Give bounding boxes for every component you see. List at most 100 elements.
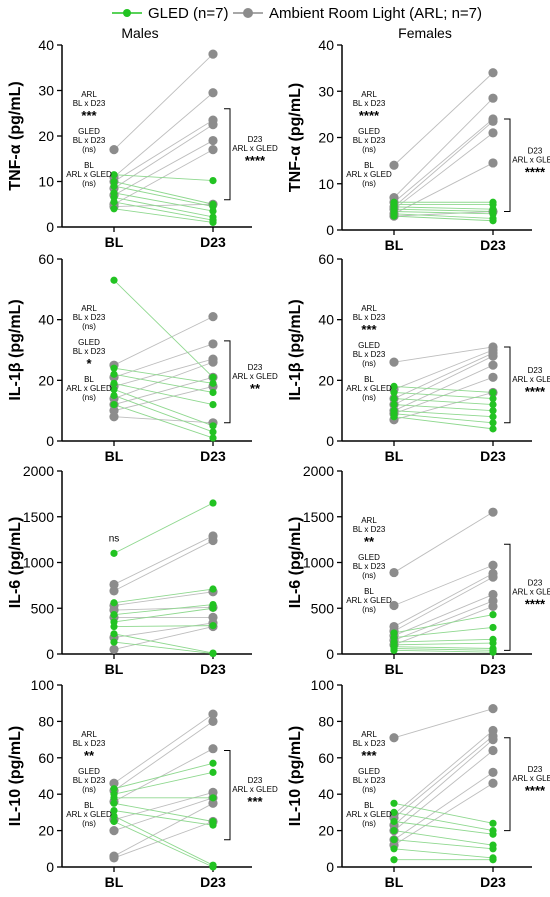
gled-point-bl [390, 836, 398, 844]
stat-annotation-text: BL [364, 801, 374, 810]
arl-connector [113, 53, 214, 150]
gled-point-d23 [489, 394, 497, 403]
gled-connector [113, 174, 214, 182]
arl-connector [113, 721, 214, 791]
arl-point-bl [389, 567, 399, 578]
gled-connector [113, 192, 214, 212]
gled-connector [393, 638, 494, 643]
y-axis-label: IL-1β (pg/mL) [287, 299, 304, 400]
gled-point-bl [110, 364, 118, 372]
bracket-label: D23 [248, 776, 263, 785]
stat-annotation-text: BL x D23 [73, 99, 106, 108]
arl-point-bl [109, 853, 119, 863]
arl-connector [113, 358, 214, 387]
arl-point-bl [109, 412, 119, 422]
gled-connector [393, 211, 494, 215]
gled-point-bl [390, 799, 398, 807]
arl-point-bl [389, 160, 399, 170]
gled-point-bl [390, 856, 398, 864]
y-tick-label: 40 [38, 37, 54, 53]
arl-point-d23 [488, 68, 498, 78]
arl-point-d23 [208, 135, 218, 146]
stat-annotation-text: (ns) [82, 322, 96, 331]
arl-point-bl [389, 357, 399, 367]
bracket-label: D23 [528, 578, 543, 587]
y-tick-label: 1000 [23, 555, 54, 571]
y-tick-label: 1000 [303, 555, 334, 571]
arl-connector [393, 750, 494, 831]
y-tick-label: 20 [318, 823, 334, 839]
gled-point-d23 [209, 388, 217, 397]
stat-annotation-text: ARL x GLED [66, 384, 112, 393]
gled-point-d23 [489, 623, 497, 632]
gled-connector [113, 607, 214, 623]
y-tick-label: 30 [38, 83, 54, 99]
arl-connector [393, 118, 494, 203]
arl-connector [113, 119, 214, 182]
gled-point-bl [110, 391, 118, 400]
arl-point-bl [109, 826, 119, 836]
gled-point-d23 [209, 768, 217, 776]
arl-point-bl [109, 579, 119, 590]
x-tick-label: BL [105, 661, 124, 677]
stat-annotation-text: BL x D23 [73, 776, 106, 785]
arl-point-d23 [208, 49, 218, 59]
gled-connector [393, 821, 494, 835]
arl-connector [113, 376, 214, 406]
gled-point-d23 [209, 585, 217, 593]
arl-point-d23 [488, 601, 498, 612]
arl-connector [393, 132, 494, 210]
arl-connector [393, 600, 494, 641]
bracket-stars: **** [245, 153, 266, 168]
gled-point-bl [390, 388, 398, 397]
arl-connector [113, 140, 214, 196]
gled-point-bl [390, 808, 398, 817]
gled-connector [393, 648, 494, 651]
gled-point-bl [110, 817, 118, 826]
gled-connector [113, 382, 214, 406]
bracket-stars: *** [247, 794, 263, 809]
arl-connector [393, 211, 494, 217]
stat-annotation-text: ARL [361, 304, 377, 313]
stat-annotation-text: BL x D23 [353, 525, 386, 534]
y-tick-label: 10 [38, 174, 54, 190]
stat-annotation-text: ARL x GLED [346, 170, 392, 179]
stat-annotation-stars: ** [364, 534, 375, 549]
x-tick-label: BL [105, 234, 124, 250]
x-tick-label: D23 [200, 661, 226, 677]
gled-point-bl [110, 205, 118, 213]
stat-annotation-text: GLED [358, 553, 380, 562]
x-tick-label: BL [105, 448, 124, 464]
arl-connector [393, 735, 494, 819]
gled-connector [393, 206, 494, 210]
stat-annotation-text: ARL x GLED [66, 170, 112, 179]
gled-point-d23 [489, 845, 497, 853]
bracket-stars: **** [525, 164, 546, 179]
bracket-stars: ** [250, 381, 261, 396]
arl-connector [113, 416, 214, 424]
gled-point-bl [390, 646, 398, 654]
gled-point-d23 [489, 217, 497, 225]
arl-point-d23 [488, 360, 498, 370]
stat-annotation-text: (ns) [82, 393, 96, 402]
gled-point-d23 [489, 407, 497, 415]
arl-connector [393, 346, 494, 363]
arl-point-bl [109, 778, 119, 788]
gled-point-d23 [489, 639, 497, 647]
y-axis-label: IL-10 (pg/mL) [287, 726, 304, 826]
stat-annotation-text: GLED [358, 127, 380, 136]
gled-connector [393, 385, 494, 393]
gled-point-bl [390, 413, 398, 421]
stat-annotation-text: BL x D23 [353, 739, 386, 748]
gled-point-bl [110, 794, 118, 802]
arl-connector [113, 385, 214, 412]
gled-point-bl [390, 817, 398, 826]
arl-connector [393, 120, 494, 208]
stat-annotation-text: ARL x GLED [346, 596, 392, 605]
gled-point-d23 [209, 422, 217, 430]
gled-connector [113, 404, 214, 439]
bracket-label: ARL x GLED [512, 587, 550, 596]
gled-point-bl [110, 812, 118, 820]
stat-annotation-text: BL [364, 587, 374, 596]
